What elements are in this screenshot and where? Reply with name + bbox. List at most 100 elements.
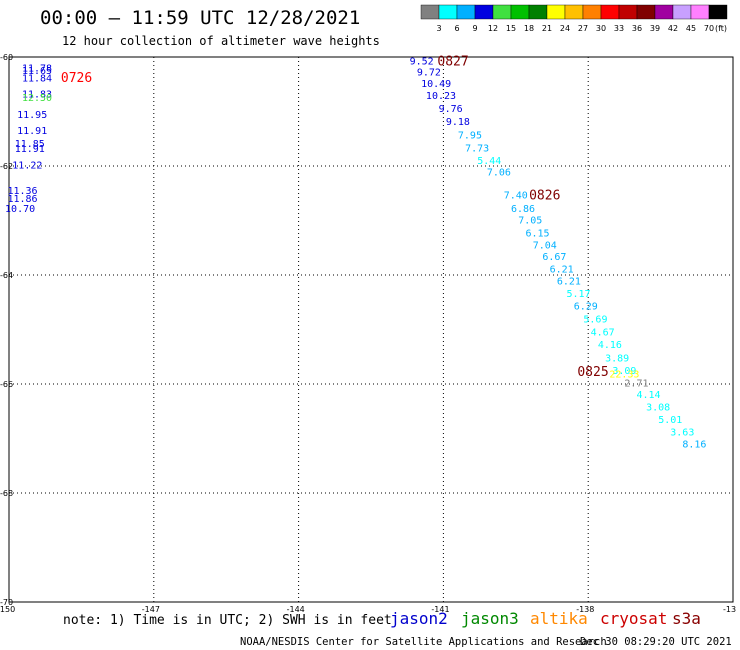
wave-height-label: 2.71 (624, 378, 648, 389)
color-scale-swatch (708, 4, 728, 20)
wave-height-label: 5.17 (566, 289, 590, 300)
color-scale-label: 18 (524, 24, 534, 33)
y-tick-label: -70 (0, 598, 13, 607)
color-scale-label: 21 (542, 24, 552, 33)
footer-note: note: 1) Time is in UTC; 2) SWH is in fe… (63, 613, 392, 628)
color-scale-unit: (ft) (715, 24, 727, 33)
y-tick-label: -68 (0, 489, 13, 498)
wave-height-label: 8.16 (682, 439, 706, 450)
wave-height-label: 7.04 (533, 240, 557, 251)
color-scale-label: 70 (704, 24, 714, 33)
footer-timestamp: Dec 30 08:29:20 UTC 2021 (580, 636, 732, 648)
pass-time-labels: 0726 0827 0826 0825 (61, 54, 609, 380)
color-scale-swatch (492, 4, 512, 20)
wave-height-label: 4.67 (591, 328, 615, 339)
wave-height-label: 3.09 (612, 366, 636, 377)
wave-height-label: 7.40 (504, 190, 528, 201)
wave-height-label: 11.86 (7, 194, 37, 205)
color-scale-swatch (456, 4, 476, 20)
color-scale-label: 30 (596, 24, 606, 33)
wave-height-label: 11.36 (7, 186, 37, 197)
wave-height-label: 6.67 (542, 252, 566, 263)
color-scale-swatch (420, 4, 440, 20)
chart-subtitle: 12 hour collection of altimeter wave hei… (62, 34, 380, 48)
wave-height-label: 7.05 (518, 215, 542, 226)
color-scale-label: 24 (560, 24, 570, 33)
color-scale-swatch (672, 4, 692, 20)
color-scale-swatch (438, 4, 458, 20)
wave-height-label: 10.49 (421, 79, 451, 90)
wave-height-label: 9.52 (410, 56, 434, 67)
color-scale-swatch (582, 4, 602, 20)
wave-height-label: 22.33 (609, 370, 639, 381)
color-scale-swatch (690, 4, 710, 20)
wave-height-label: 5.69 (583, 315, 607, 326)
color-scale-label: 45 (686, 24, 696, 33)
satellite-name: s3a (672, 609, 701, 628)
wave-height-label: 7.06 (487, 167, 511, 178)
pass-time-label: 0825 (577, 365, 608, 380)
color-scale-label: 3 (436, 24, 441, 33)
satellite-legend: jason2 jason3 altika cryosat s3a (390, 609, 701, 628)
wave-height-label: 6.21 (557, 276, 581, 287)
y-tick-label: -64 (0, 271, 13, 280)
wave-height-label: 4.16 (598, 340, 622, 351)
color-scale-label: 12 (488, 24, 498, 33)
x-tick-label: -150 (0, 605, 15, 614)
x-tick-label: -147 (142, 605, 160, 614)
wave-height-label: 9.72 (417, 68, 441, 79)
color-scale-label: 36 (632, 24, 642, 33)
color-scale-swatch (654, 4, 674, 20)
satellite-name: jason2 (390, 609, 448, 628)
wave-height-label: 11.65 (22, 66, 52, 77)
pass-time-label: 0826 (529, 188, 560, 203)
color-scale-label: 33 (614, 24, 624, 33)
y-tick-label: -62 (0, 162, 13, 171)
wave-height-label: 10.70 (5, 204, 35, 215)
color-scale-label: 6 (454, 24, 459, 33)
wave-height-label: 6.21 (550, 264, 574, 275)
wave-height-label: 7.95 (458, 130, 482, 141)
wave-height-label: 12.50 (22, 93, 52, 104)
wave-height-label: 4.14 (636, 390, 660, 401)
satellite-name: jason3 (461, 609, 519, 628)
satellite-name: cryosat (600, 609, 667, 628)
wave-height-label: 6.15 (525, 228, 549, 239)
wave-height-points: 11.7811.6511.8411.8312.5011.9511.9111.85… (5, 56, 706, 450)
x-tick-label: -13 (723, 605, 736, 614)
y-tick-label: -60 (0, 53, 13, 62)
color-scale-swatch (528, 4, 548, 20)
color-scale-swatch (564, 4, 584, 20)
wave-height-label: 5.44 (477, 156, 501, 167)
wave-height-label: 3.63 (670, 427, 694, 438)
color-scale-swatch (636, 4, 656, 20)
wave-height-label: 11.85 (15, 139, 45, 150)
wave-height-label: 5.01 (658, 415, 682, 426)
wave-height-label: 6.29 (574, 302, 598, 313)
color-scale-label: 27 (578, 24, 588, 33)
color-scale-swatch (600, 4, 620, 20)
color-scale-legend: 3 6 9 12 15 18 21 24 27 30 33 36 39 42 45 70 (ft) (420, 4, 728, 33)
wave-height-label: 10.23 (426, 91, 456, 102)
satellite-name: altika (530, 609, 588, 628)
wave-height-label: 11.22 (12, 160, 42, 171)
grid-lines (9, 57, 733, 602)
color-scale-label: 15 (506, 24, 516, 33)
wave-height-label: 3.89 (605, 353, 629, 364)
footer-credit: NOAA/NESDIS Center for Satellite Applica… (240, 636, 607, 648)
wave-height-label: 11.95 (17, 110, 47, 121)
y-axis-ticks: -60 -62 -64 -66 -68 -70 (0, 53, 13, 607)
color-scale-label: 9 (472, 24, 477, 33)
wave-height-label: 11.91 (15, 144, 45, 155)
x-tick-label: -141 (431, 605, 449, 614)
wave-height-label: 11.84 (22, 74, 52, 85)
wave-height-label: 3.08 (646, 402, 670, 413)
color-scale-label: 42 (668, 24, 678, 33)
x-tick-label: -138 (576, 605, 594, 614)
wave-height-label: 7.73 (465, 143, 489, 154)
chart-title: 00:00 – 11:59 UTC 12/28/2021 (40, 7, 360, 29)
x-tick-label: -144 (287, 605, 305, 614)
y-tick-label: -66 (0, 380, 13, 389)
